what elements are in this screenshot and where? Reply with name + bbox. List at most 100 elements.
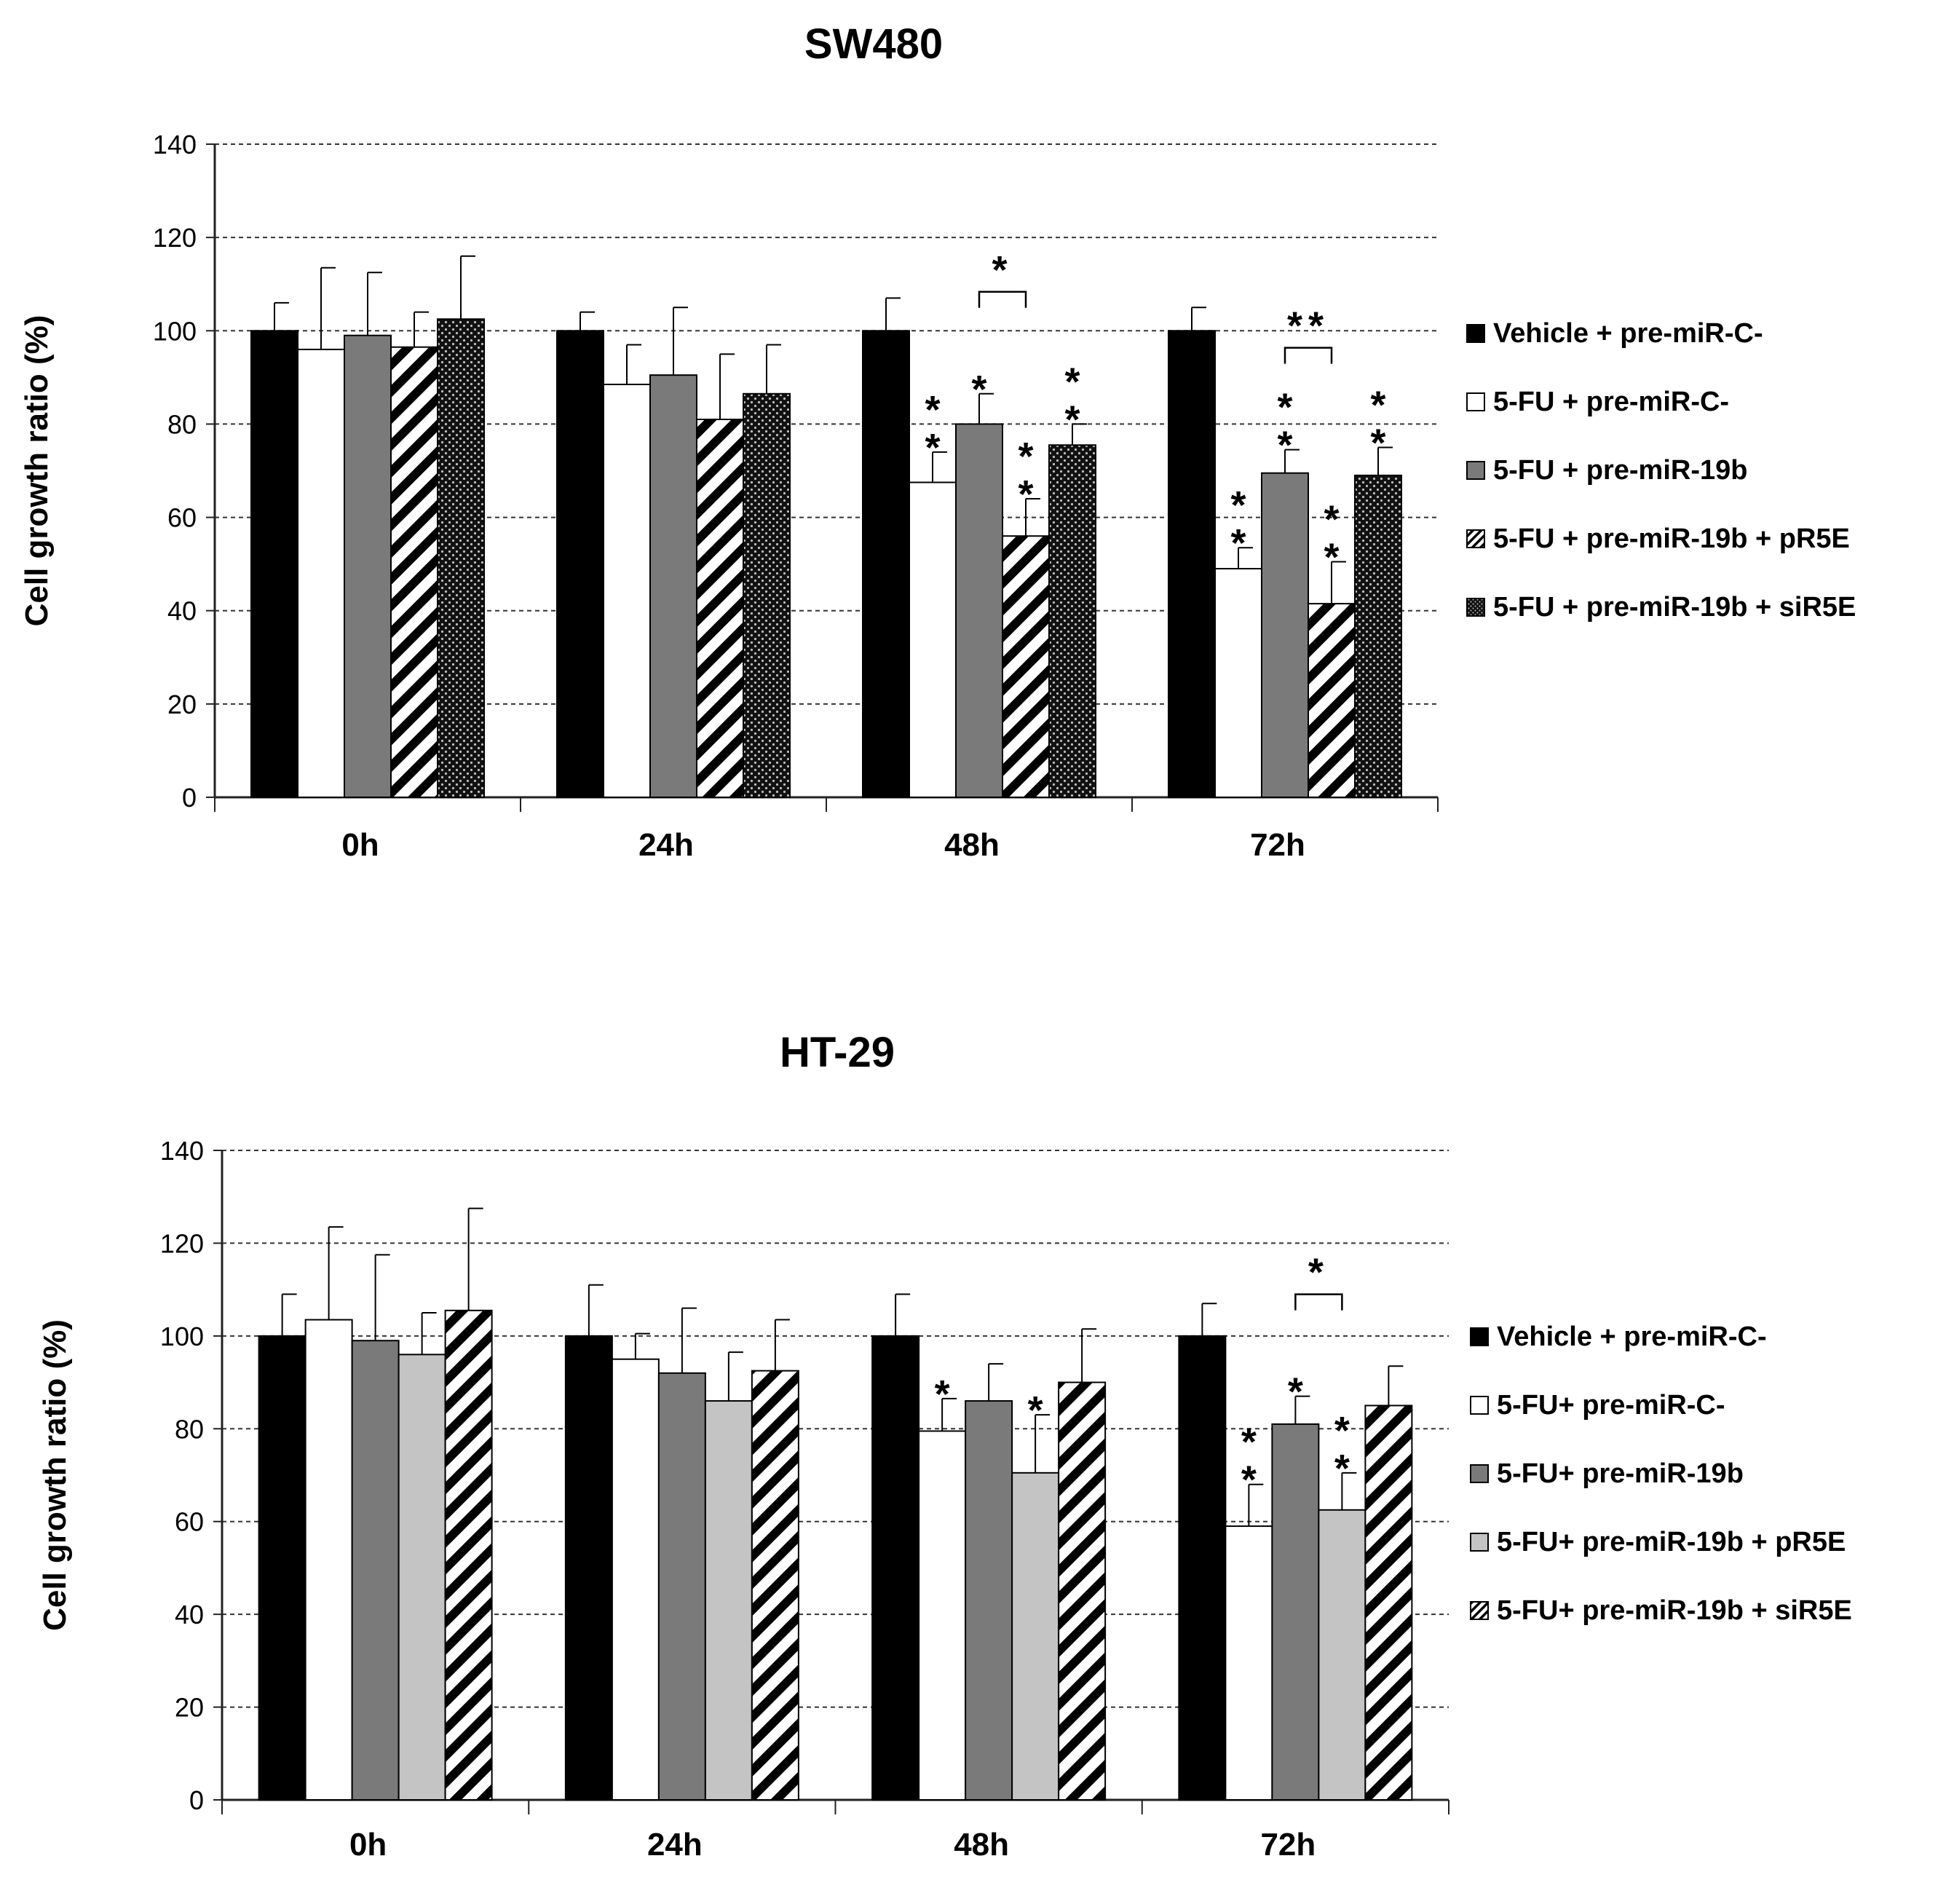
significance-marker: * xyxy=(925,388,940,432)
bar xyxy=(704,1400,753,1801)
bar xyxy=(696,419,744,798)
bar xyxy=(250,330,298,798)
bracket-label: * xyxy=(992,248,1013,292)
bar xyxy=(1214,568,1262,798)
x-tick-label: 48h xyxy=(954,1827,1009,1862)
bar xyxy=(965,1400,1013,1801)
bar xyxy=(657,1372,706,1801)
legend-swatch xyxy=(1470,1464,1489,1483)
x-tick-label: 48h xyxy=(944,827,1000,863)
significance-marker: * xyxy=(1241,1458,1257,1502)
bar xyxy=(1011,1472,1060,1801)
y-tick-label: 80 xyxy=(175,1414,204,1444)
legend-swatch xyxy=(1466,529,1485,548)
significance-marker: * xyxy=(1230,521,1246,565)
legend-swatch xyxy=(1470,1396,1489,1415)
significance-marker: * xyxy=(1028,1389,1043,1432)
bar xyxy=(1178,1335,1227,1801)
chart-panel-ht29: HT-29 Cell growth ratio (%) 0 20 40 60 80 100 12… xyxy=(37,1029,1852,1862)
significance-marker: * xyxy=(1334,1409,1350,1453)
legend-swatch xyxy=(1466,324,1485,343)
significance-marker: * xyxy=(1370,421,1385,465)
bracket-label: * xyxy=(1308,1251,1329,1295)
y-tick-label: 0 xyxy=(189,1785,204,1815)
significance-marker: * xyxy=(1324,497,1339,541)
bar xyxy=(297,348,345,798)
bar xyxy=(918,1430,967,1801)
significance-bracket xyxy=(1294,1293,1343,1311)
significance-marker: * xyxy=(1241,1421,1257,1464)
bar xyxy=(437,318,485,798)
x-tick-label: 24h xyxy=(647,1827,703,1862)
bar xyxy=(1271,1423,1320,1801)
bar xyxy=(743,392,791,798)
x-tick-label: 24h xyxy=(638,827,694,863)
significance-marker: * xyxy=(1230,483,1246,527)
significance-marker: * xyxy=(1324,535,1339,579)
bracket-label: ** xyxy=(1287,304,1329,348)
legend-label: 5-FU+ pre-miR-19b + pR5E xyxy=(1497,1527,1846,1557)
significance-marker: * xyxy=(1018,435,1033,478)
bar xyxy=(397,1354,446,1801)
significance-marker: * xyxy=(1370,383,1385,427)
y-tick-label: 100 xyxy=(160,1322,204,1351)
y-tick-label: 40 xyxy=(167,596,197,626)
y-tick-label: 20 xyxy=(175,1693,204,1723)
significance-marker: * xyxy=(1277,386,1292,430)
bar xyxy=(909,481,957,799)
legend-label: 5-FU + pre-miR-19b + siR5E xyxy=(1493,592,1856,623)
legend-label: Vehicle + pre-miR-C- xyxy=(1497,1322,1767,1352)
legend-label: 5-FU+ pre-miR-19b + siR5E xyxy=(1497,1595,1852,1626)
legend-label: 5-FU + pre-miR-19b xyxy=(1493,455,1747,486)
bar xyxy=(1364,1405,1413,1801)
significance-marker: * xyxy=(1064,398,1080,441)
bar xyxy=(344,334,392,798)
legend-swatch xyxy=(1466,392,1485,411)
bar xyxy=(390,346,438,799)
significance-bracket xyxy=(978,291,1027,308)
legend-swatch xyxy=(1470,1601,1489,1620)
bar xyxy=(1225,1525,1273,1801)
chart-title: HT-29 xyxy=(780,1029,895,1076)
x-tick-label: 0h xyxy=(349,1827,387,1862)
y-tick-label: 60 xyxy=(175,1507,204,1537)
bar xyxy=(862,330,910,798)
bar xyxy=(1048,444,1096,799)
y-axis-label: Cell growth ratio (%) xyxy=(19,315,55,627)
significance-marker: * xyxy=(1277,424,1292,467)
significance-marker: * xyxy=(1064,360,1080,403)
y-tick-label: 120 xyxy=(153,223,197,253)
y-tick-label: 40 xyxy=(175,1600,204,1630)
legend-label: 5-FU+ pre-miR-19b xyxy=(1497,1458,1744,1489)
significance-bracket xyxy=(1284,347,1333,364)
x-tick-label: 72h xyxy=(1250,827,1305,863)
significance-marker: * xyxy=(1334,1447,1350,1490)
bar xyxy=(603,383,651,798)
y-tick-label: 60 xyxy=(167,503,197,533)
bar xyxy=(1354,474,1402,799)
legend-label: 5-FU + pre-miR-19b + pR5E xyxy=(1493,524,1850,554)
legend-label: Vehicle + pre-miR-C- xyxy=(1493,318,1763,349)
bar xyxy=(444,1309,493,1801)
x-tick-label: 0h xyxy=(341,827,379,863)
bar xyxy=(1308,603,1356,798)
bar xyxy=(1318,1509,1366,1801)
chart-title: SW480 xyxy=(804,20,943,68)
bar xyxy=(1261,472,1309,798)
y-tick-label: 140 xyxy=(153,130,197,159)
significance-marker: * xyxy=(971,368,986,411)
y-tick-label: 120 xyxy=(160,1228,204,1258)
legend-label: 5-FU+ pre-miR-C- xyxy=(1497,1390,1725,1421)
bar xyxy=(1168,330,1216,798)
bar xyxy=(351,1340,400,1801)
legend-label: 5-FU + pre-miR-C- xyxy=(1493,387,1729,417)
x-tick-label: 72h xyxy=(1260,1827,1316,1862)
significance-marker: * xyxy=(935,1372,950,1416)
bar xyxy=(955,423,1003,798)
bar xyxy=(258,1335,306,1801)
y-tick-label: 100 xyxy=(153,316,197,346)
bar xyxy=(556,330,604,798)
significance-marker: * xyxy=(925,426,940,470)
significance-marker: * xyxy=(1288,1370,1303,1414)
